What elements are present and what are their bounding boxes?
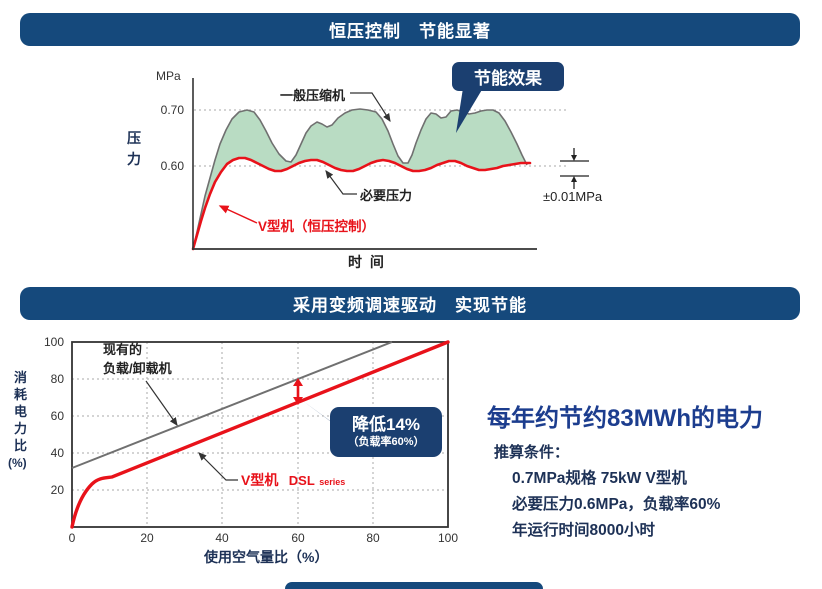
condition-pressure: 必要压力0.6MPa，负载率60% [512,496,721,513]
vtype-dsl-series: series [319,477,346,487]
reduce-14-condition: （负载率60%） [347,435,425,448]
vtype-pressure-curve [191,156,532,251]
power-ratio-axis-label: 消耗电力比 [14,370,28,453]
conditions-title: 推算条件： [494,444,570,461]
condition-spec: 0.7MPa规格 75kW V型机 [512,470,687,487]
existing-machine-label: 现有的 负载/卸载机 [103,340,172,378]
reduction-arrow-bottom [293,397,303,405]
existing-label-pointer [145,380,178,426]
time-axis-label: 时 间 [348,254,386,270]
banner-vfd: 采用变频调速驱动 实现节能 [20,287,800,320]
reduction-arrow-top [293,378,303,386]
xtick-40: 40 [215,531,229,545]
next-banner-partial [285,582,543,589]
vtype-label-pointer [218,205,258,224]
saving-effect-text: 节能效果 [474,69,542,88]
annual-saving-headline: 每年约节约83MWh的电力 [487,405,763,432]
saving-area [193,109,527,249]
tolerance-label: ±0.01MPa [543,189,603,204]
tick-060: 0.60 [160,159,184,173]
saving-bubble-tail [456,88,483,133]
required-pressure-label: 必要压力 [360,188,413,203]
tolerance-arrow-up [571,176,577,182]
pressure-axis-label: 压力 [127,130,141,167]
existing-machine-line [71,341,393,469]
existing-machine-label-line2: 负载/卸载机 [103,361,172,376]
existing-machine-label-line1: 现有的 [103,342,143,357]
tolerance-arrow-down [571,155,577,161]
reduce-14-text: 降低14% [351,414,421,434]
xtick-0: 0 [68,531,76,545]
general-label-pointer [350,92,391,123]
bottom-plot-border [71,341,449,528]
ytick-40: 40 [50,446,64,460]
ytick-80: 80 [50,372,64,386]
tick-070: 0.70 [160,103,184,117]
xtick-20: 20 [140,531,154,545]
ytick-60: 60 [50,409,64,423]
required-label-pointer [325,170,357,195]
ytick-100: 100 [43,335,64,349]
xtick-60: 60 [291,531,305,545]
vtype-constant-label: V型机（恒压控制） [258,219,376,234]
general-compressor-label: 一般压缩机 [280,88,346,103]
xtick-80: 80 [366,531,380,545]
banner-constant-pressure: 恒压控制 节能显著 [20,13,800,46]
reduce-14-bubble: 降低14% （负载率60%） [330,407,442,457]
dsl-label-pointer [198,452,238,481]
general-compressor-curve [192,108,528,250]
tolerance-marker [560,148,589,189]
vtype-dsl-label: V型机 DSL series [241,470,345,490]
banner-constant-pressure-text: 恒压控制 节能显著 [329,22,491,41]
vtype-power-curve [70,340,450,529]
vtype-dsl-model: DSL [288,473,315,488]
banner-vfd-text: 采用变频调速驱动 实现节能 [293,296,527,315]
unit-mpa-label: MPa [156,69,181,83]
saving-effect-bubble: 节能效果 [452,62,564,91]
air-ratio-axis-label: 使用空气量比（%） [204,549,329,565]
condition-hours: 年运行时间8000小时 [512,522,655,539]
vtype-dsl-name: V型机 [241,472,279,488]
ytick-20: 20 [50,483,64,497]
power-ratio-unit: (%) [8,456,27,470]
xtick-100: 100 [437,531,459,545]
